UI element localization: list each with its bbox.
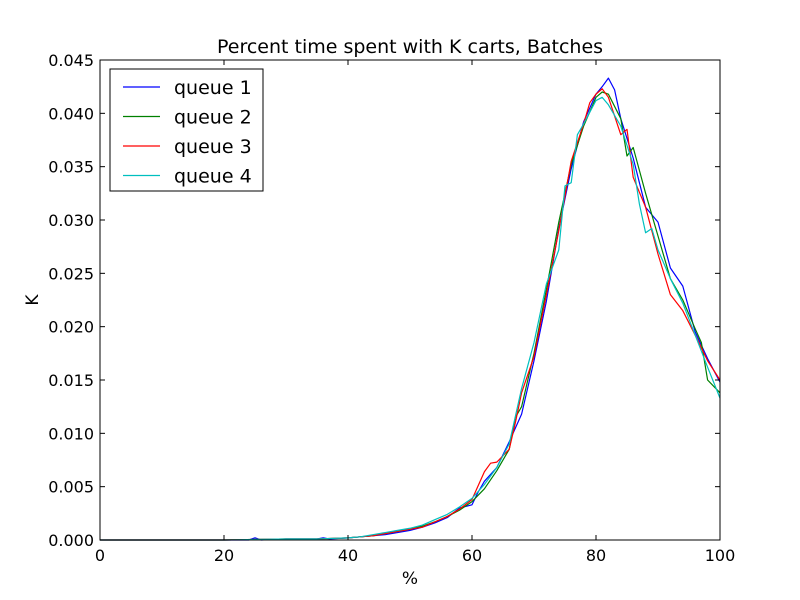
legend-label: queue 2 (174, 107, 252, 129)
x-tick-label: 0 (95, 546, 105, 565)
y-tick-label: 0.045 (48, 51, 94, 70)
y-tick-label: 0.010 (48, 424, 94, 443)
x-axis-label: % (402, 569, 418, 589)
legend: queue 1 queue 2 queue 3 queue 4 (109, 68, 264, 192)
plot-frame (99, 59, 721, 541)
y-tick-label: 0.030 (48, 211, 94, 230)
x-tick-label: 80 (586, 546, 606, 565)
y-tick-label: 0.025 (48, 264, 94, 283)
y-tick-label: 0.035 (48, 158, 94, 177)
series-line-queue-3 (100, 88, 721, 541)
legend-label: queue 3 (174, 136, 252, 158)
y-axis: 0.000 0.005 0.010 0.015 0.020 0.025 0.030 0.035… (48, 51, 720, 550)
x-axis: 0 20 40 60 80 100 (95, 60, 735, 565)
y-tick-label: 0.040 (48, 104, 94, 123)
x-tick-label: 100 (705, 546, 736, 565)
x-tick-label: 40 (338, 546, 358, 565)
legend-label: queue 4 (174, 166, 252, 188)
y-tick-label: 0.000 (48, 531, 94, 550)
x-tick-label: 60 (462, 546, 482, 565)
series-line-queue-4 (100, 96, 721, 541)
x-tick-label: 20 (214, 546, 234, 565)
chart-title: Percent time spent with K carts, Batches (217, 36, 603, 58)
series-layer (100, 77, 721, 541)
y-tick-label: 0.020 (48, 318, 94, 337)
y-tick-label: 0.015 (48, 371, 94, 390)
series-line-queue-1 (100, 77, 721, 541)
legend-box (109, 68, 264, 192)
legend-label: queue 1 (174, 77, 252, 99)
y-tick-label: 0.005 (48, 478, 94, 497)
y-axis-label: K (23, 294, 43, 306)
